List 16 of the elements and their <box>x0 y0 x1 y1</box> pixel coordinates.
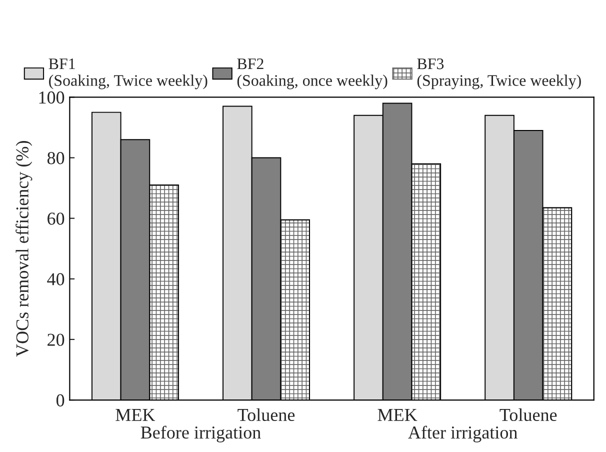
text: After irrigation <box>408 426 518 442</box>
y-tick-label: 60 <box>48 212 64 225</box>
y-tick-label: 40 <box>47 273 64 286</box>
y-tick-label: 20 <box>48 334 64 346</box>
text: Before irrigation <box>140 426 261 442</box>
y-tick-label: 80 <box>47 152 64 164</box>
y-axis-title: VOCs removal efficiency (%) <box>16 141 32 357</box>
x-tick-label: MEK <box>116 409 156 421</box>
x-tick-label: MEK <box>378 409 418 421</box>
x-tick-label: Toluene <box>238 408 295 422</box>
y-tick-label: 0 <box>56 394 64 406</box>
legend-label: BF3 (Spraying, Twice weekly) <box>417 58 581 90</box>
y-tick-label: 100 <box>39 91 64 104</box>
legend-label: BF1 (Soaking, Twice weekly) <box>48 58 208 90</box>
legend-label: BF2 (Soaking, once weekly) <box>237 58 388 90</box>
x-tick-label: Toluene <box>500 408 557 422</box>
